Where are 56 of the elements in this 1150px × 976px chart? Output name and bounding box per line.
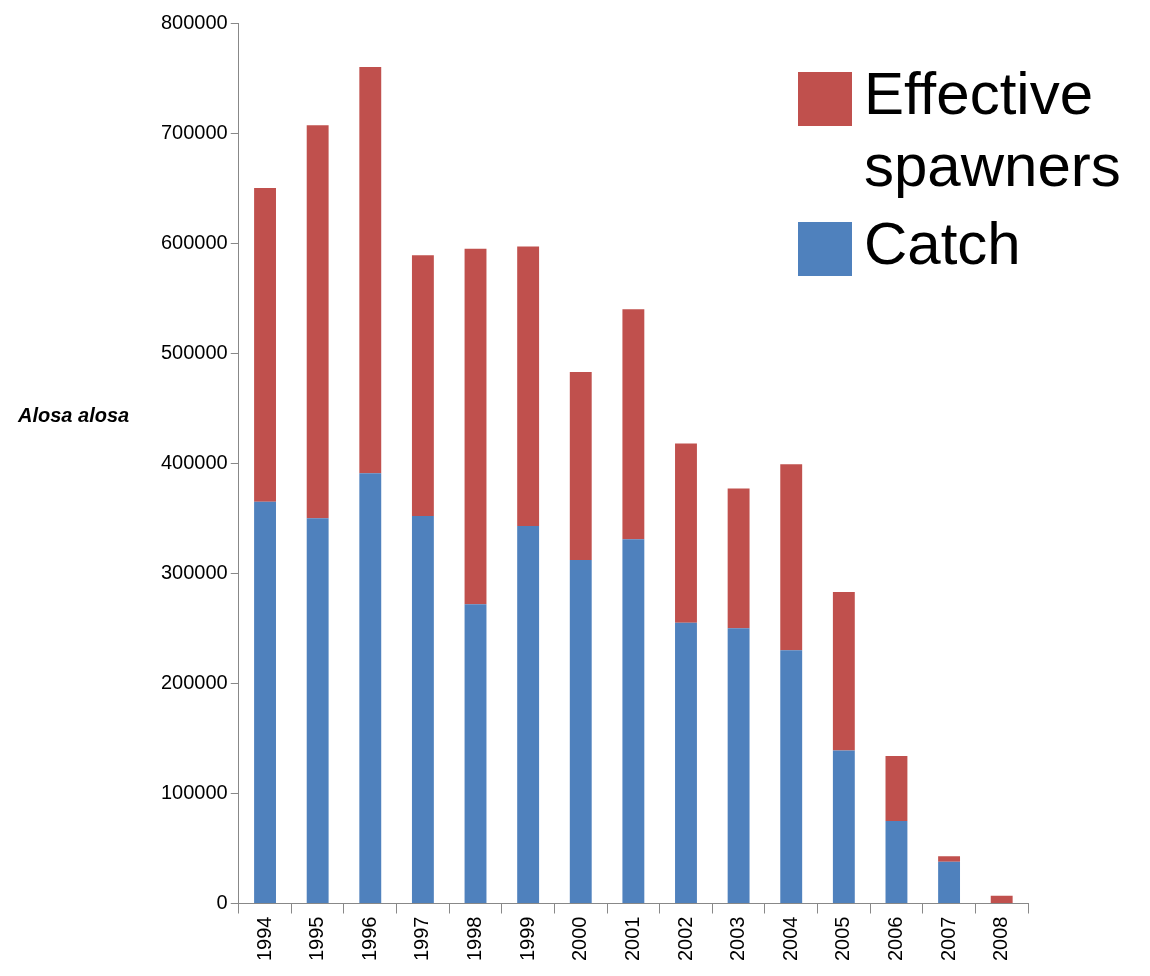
bar <box>464 248 487 605</box>
y-axis-title: Alosa alosa <box>18 404 130 427</box>
x-tick-label: 1994 <box>252 916 275 962</box>
y-tick-label: 300000 <box>160 560 228 583</box>
bar <box>675 443 697 623</box>
y-tick-label: 800000 <box>160 10 228 33</box>
bar <box>727 488 750 629</box>
y-tick-label: 600000 <box>160 230 228 253</box>
x-tick-label: 2004 <box>778 916 801 962</box>
bar <box>885 820 908 904</box>
bar <box>569 560 592 904</box>
bar <box>727 628 750 904</box>
bar <box>254 501 276 904</box>
bar <box>306 518 329 904</box>
bar <box>780 464 803 651</box>
bar <box>359 67 382 474</box>
x-tick-label: 2003 <box>726 916 749 962</box>
y-tick-label: 0 <box>216 891 228 914</box>
bar <box>622 309 645 540</box>
bar <box>464 604 487 904</box>
bar <box>938 861 961 904</box>
x-tick-label: 2002 <box>673 916 696 962</box>
bar <box>780 650 803 904</box>
bar <box>622 539 645 904</box>
bar <box>832 750 855 904</box>
y-tick-label: 500000 <box>160 340 228 363</box>
x-tick-label: 1995 <box>305 916 328 962</box>
x-tick-label: 2001 <box>620 916 643 962</box>
bar <box>990 895 1013 904</box>
bar <box>885 756 908 821</box>
legend-label: Catch <box>864 209 1021 279</box>
x-tick-label: 2006 <box>883 916 906 962</box>
y-tick-label: 700000 <box>160 120 228 143</box>
x-tick-label: 1999 <box>515 916 538 962</box>
x-tick-label: 1996 <box>357 916 380 962</box>
x-tick-label: 2007 <box>936 916 959 962</box>
bar <box>517 246 540 526</box>
bar <box>306 125 329 519</box>
y-tick-label: 400000 <box>160 450 228 473</box>
y-tick-label: 200000 <box>160 670 228 693</box>
x-tick-label: 2000 <box>568 916 591 962</box>
legend-label: Effective spawners <box>864 59 1122 201</box>
bar <box>359 473 382 904</box>
x-tick-label: 2005 <box>831 916 854 962</box>
bar <box>411 255 434 517</box>
bar <box>675 622 697 904</box>
x-tick-label: 1998 <box>463 916 486 962</box>
x-tick-label: 2008 <box>989 916 1012 962</box>
bar <box>411 516 434 904</box>
bar <box>254 188 276 502</box>
bar <box>938 856 961 862</box>
bar <box>832 592 855 751</box>
bar <box>517 525 540 904</box>
x-tick-label: 1997 <box>410 916 433 962</box>
bar <box>569 371 592 561</box>
y-tick-label: 100000 <box>160 780 228 803</box>
